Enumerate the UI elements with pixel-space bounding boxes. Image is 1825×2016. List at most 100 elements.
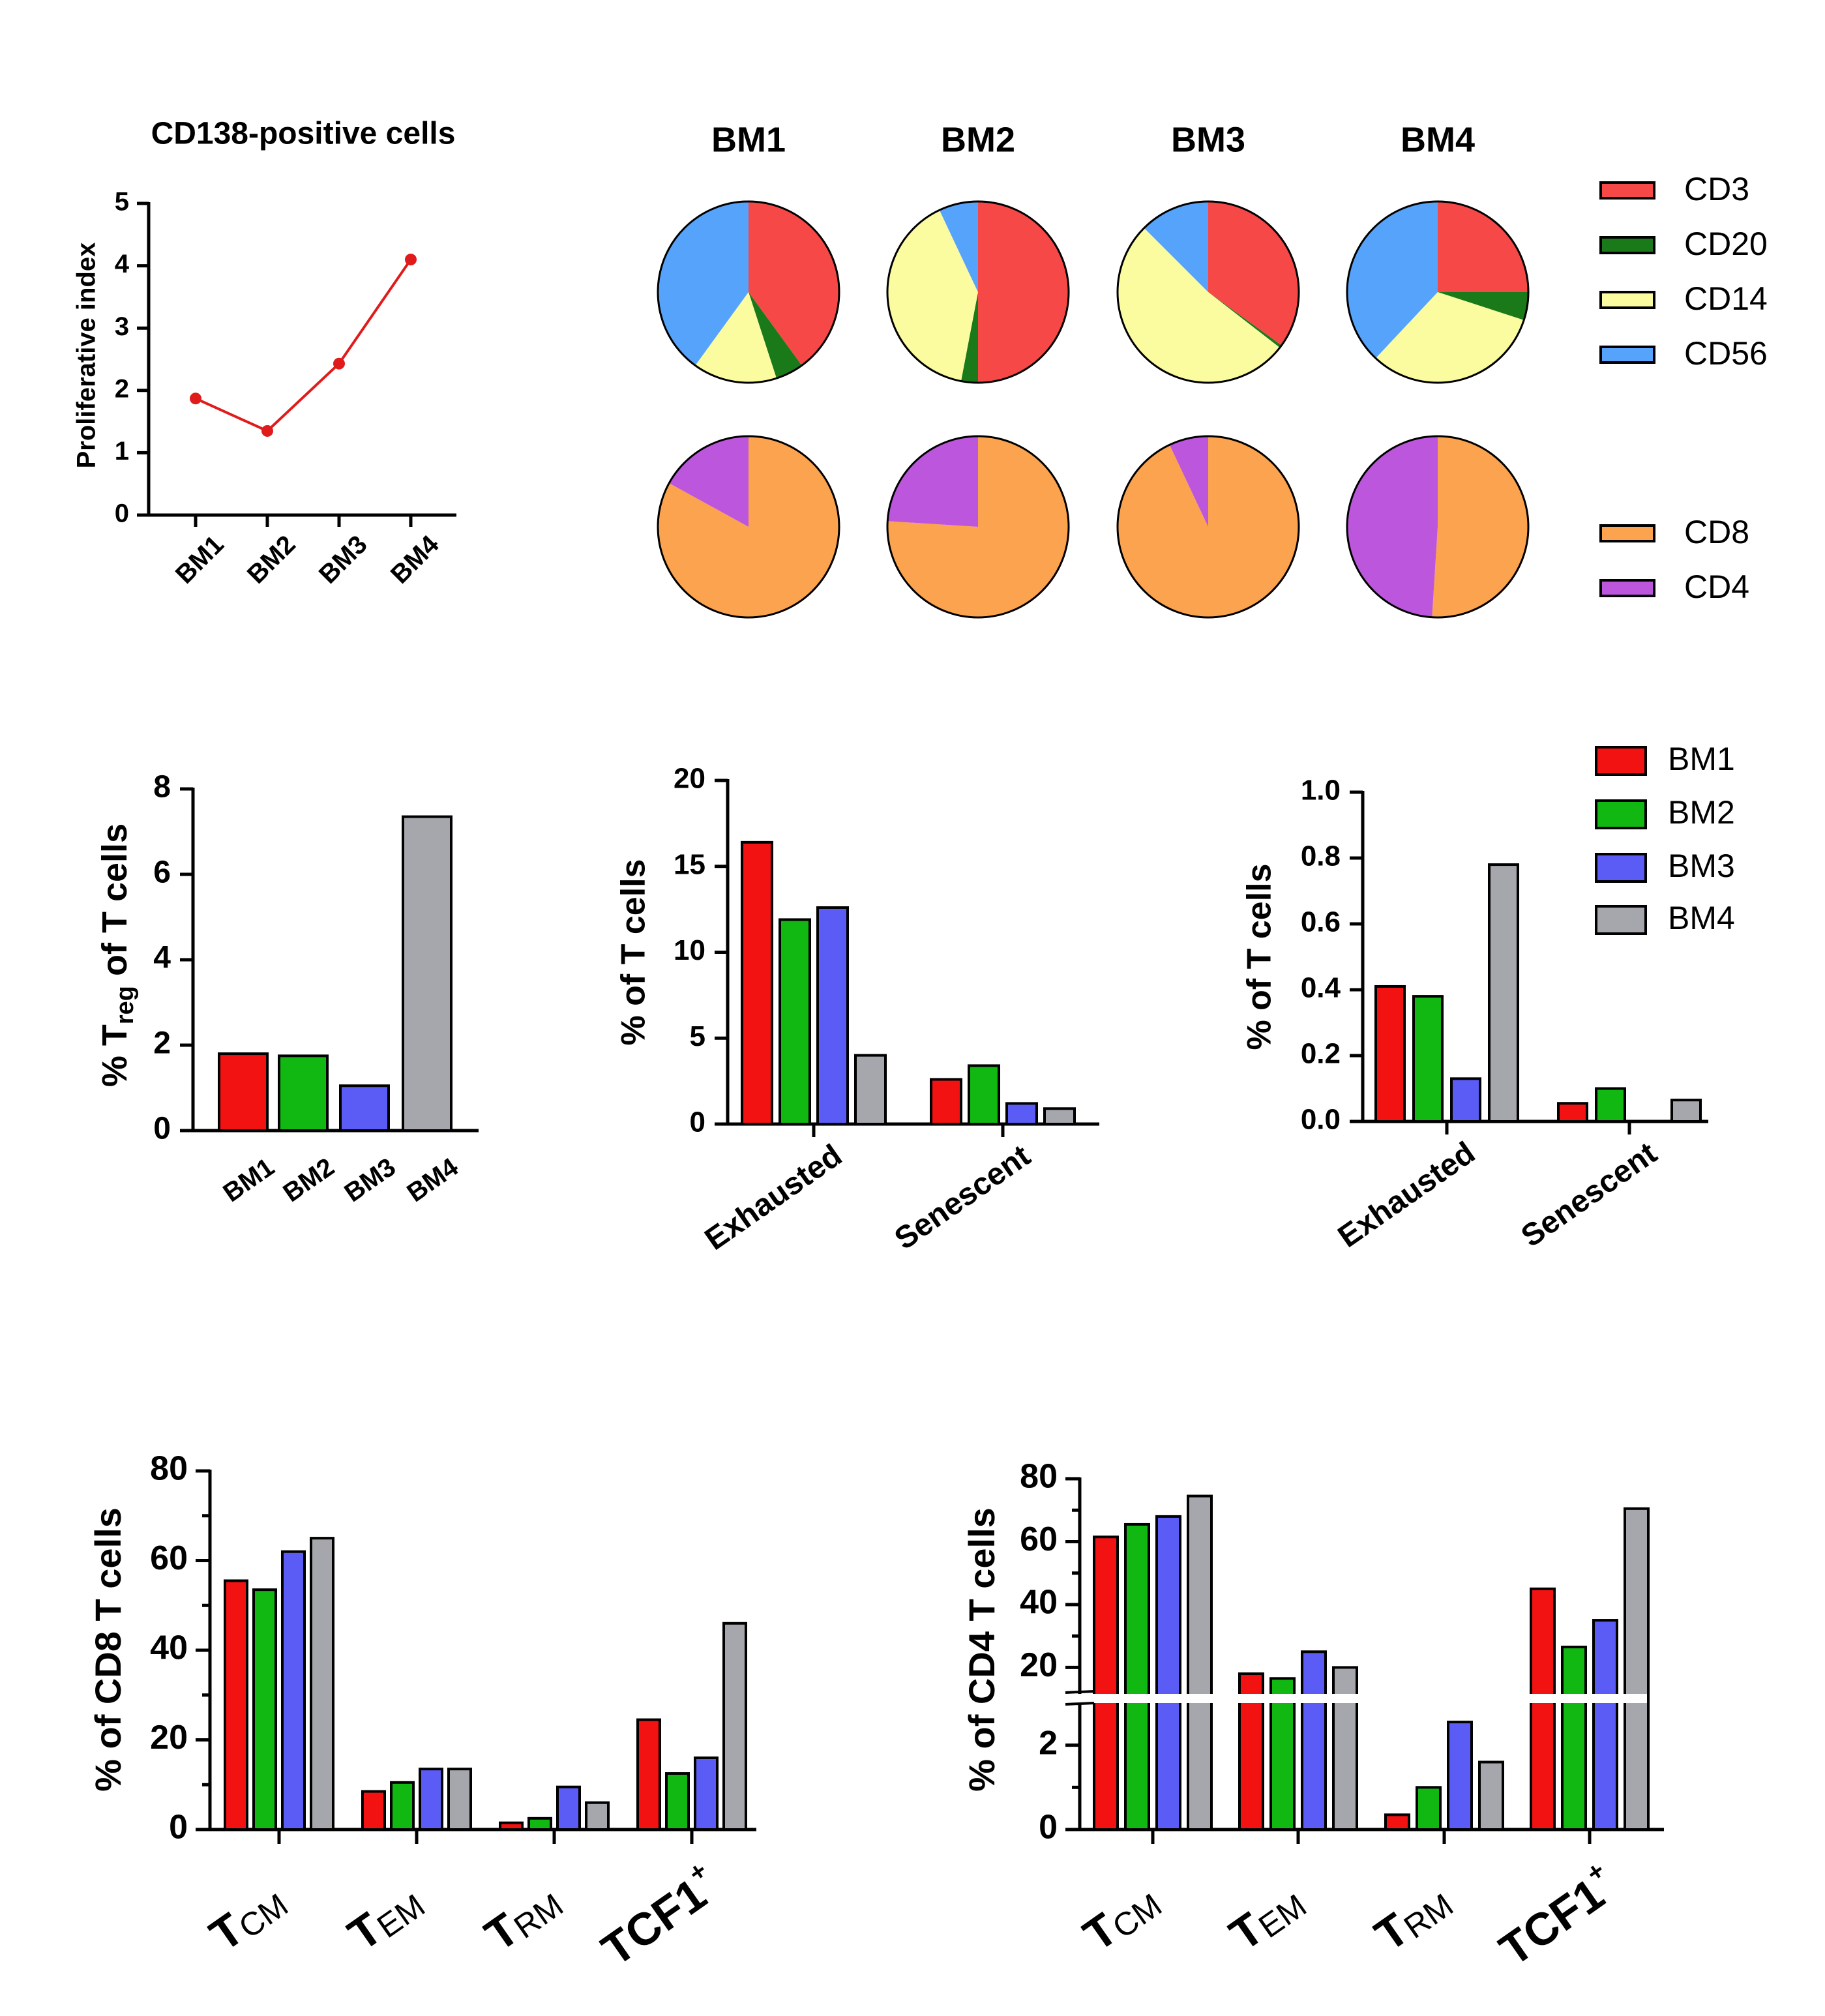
legend-label: BM3 [1668, 848, 1735, 884]
bar [1374, 985, 1406, 1123]
pie-slice-CD56 [658, 201, 749, 366]
bar [1412, 995, 1444, 1123]
pie-slice-CD3 [978, 201, 1069, 383]
y-label-rest: of T cells [95, 823, 134, 986]
x-tick-label: BM1 [170, 530, 230, 589]
y-tick-label: 40 [1020, 1584, 1058, 1622]
bar [1384, 1813, 1410, 1831]
bar [1624, 1507, 1650, 1831]
pie-slice-CD56 [1144, 201, 1208, 292]
x-tick-label: TRM [476, 1875, 570, 1962]
y-tick-label: 4 [115, 250, 130, 278]
legend-swatch-CD8 [1599, 524, 1655, 542]
bar [390, 1781, 415, 1831]
pie-slice-CD20 [1208, 292, 1282, 348]
chart-title: CD138-positive cells [151, 117, 456, 151]
bar [1332, 1666, 1358, 1831]
x-tick-label: TRM [1366, 1875, 1460, 1962]
x-tick-label: BM1 [218, 1153, 279, 1208]
y-tick-label: 20 [1020, 1646, 1058, 1684]
bar [556, 1785, 581, 1831]
bar [447, 1768, 472, 1831]
y-tick-label: 0 [169, 1809, 188, 1846]
x-tick-label: BM3 [339, 1153, 400, 1208]
axis-break-gap [1060, 1694, 1647, 1703]
legend-swatch-BM2 [1595, 799, 1647, 829]
bar [361, 1790, 386, 1831]
y-tick-label: 10 [674, 934, 705, 966]
pie-slice-CD4 [1346, 436, 1438, 617]
bar [1595, 1087, 1626, 1123]
bar [252, 1588, 277, 1831]
legend-label: CD20 [1684, 226, 1768, 262]
pie-charts: BM1 BM2 BM3 BM4 CD3 CD20 CD14 CD56 CD8 CD4 [657, 120, 1768, 619]
x-tick-label: TEM [339, 1875, 432, 1961]
bar [1557, 1102, 1588, 1123]
legend-label: CD3 [1684, 171, 1749, 207]
bar [636, 1718, 661, 1831]
bar [816, 906, 849, 1125]
y-tick-label: 0.8 [1301, 840, 1341, 872]
bar [1187, 1494, 1213, 1831]
y-tick-label: 0.2 [1301, 1038, 1341, 1070]
pie-slice-CD3 [749, 201, 839, 366]
legend-label: BM1 [1668, 741, 1735, 777]
data-point [261, 424, 273, 437]
pie-slice-CD20 [749, 292, 802, 379]
data-point [405, 254, 417, 266]
bar [499, 1821, 524, 1831]
x-tick-label: BM3 [314, 530, 373, 589]
y-tick-label: 5 [115, 188, 129, 216]
series-line [195, 258, 412, 433]
legend-swatch-BM4 [1595, 905, 1647, 935]
x-tick-label: BM2 [278, 1153, 339, 1208]
pie-BM2 [886, 435, 1070, 619]
bar [968, 1064, 1000, 1126]
bar [1269, 1677, 1296, 1831]
x-tick-label: TCM [1075, 1875, 1168, 1962]
axis-break-mark [1065, 1690, 1095, 1694]
bar [281, 1550, 306, 1831]
y-tick-label: 0 [153, 1112, 171, 1146]
x-tick-label: TEM [1221, 1875, 1313, 1961]
x-tick-label: TCF1+ [1488, 1856, 1626, 1976]
pie-BM4 [1346, 435, 1530, 619]
y-tick-label: 80 [150, 1450, 188, 1488]
x-tick-label: Exhausted [1332, 1135, 1481, 1254]
cd4-subsets-chart: 0 2 20 40 60 80 TCM TEM TRM TCF1+ % of CD4 T cells [961, 1458, 1664, 1976]
pie-slice-CD14 [1118, 228, 1280, 383]
legend-swatch-CD4 [1599, 579, 1655, 597]
y-tick-label: 2 [115, 374, 129, 403]
bar [779, 918, 811, 1126]
y-tick-label: 3 [115, 312, 129, 341]
legend-swatch-CD14 [1599, 291, 1655, 309]
proliferative-chart: CD138-positive cells 0 1 2 3 4 5 Proliferative … [72, 117, 456, 589]
y-axis-label: % of T cells [615, 859, 653, 1045]
y-tick-label: 1.0 [1301, 775, 1341, 807]
y-tick-label: 8 [153, 770, 171, 805]
data-point [333, 357, 345, 370]
pie-outline [1346, 435, 1530, 619]
y-tick-label: 2 [1039, 1724, 1058, 1762]
legend-label: BM2 [1668, 794, 1735, 831]
legend-label: BM4 [1668, 900, 1735, 936]
axis-break-mark [1065, 1702, 1095, 1706]
y-tick-label: 5 [690, 1020, 705, 1052]
bar [1155, 1515, 1181, 1831]
y-tick-label: 0 [115, 499, 129, 528]
y-tick-label: 60 [1020, 1520, 1058, 1558]
pie-slice-CD20 [1438, 292, 1528, 320]
bar [585, 1801, 610, 1831]
bar [1670, 1099, 1702, 1123]
bar [1592, 1619, 1618, 1831]
bar [224, 1579, 248, 1831]
pie-slice-CD56 [939, 201, 978, 292]
pie-slice-CD14 [695, 292, 777, 383]
y-tick-label: 4 [153, 941, 171, 975]
y-axis-label: % of CD8 T cells [87, 1507, 128, 1792]
bar [722, 1622, 747, 1831]
bar [930, 1078, 962, 1125]
y-axis-label: % Treg of T cells [95, 823, 139, 1087]
exhausted-senescent-chart-1: 0 5 10 15 20 Exhausted Senescent % of T cells [615, 763, 1099, 1257]
pie-outline [1116, 435, 1300, 619]
